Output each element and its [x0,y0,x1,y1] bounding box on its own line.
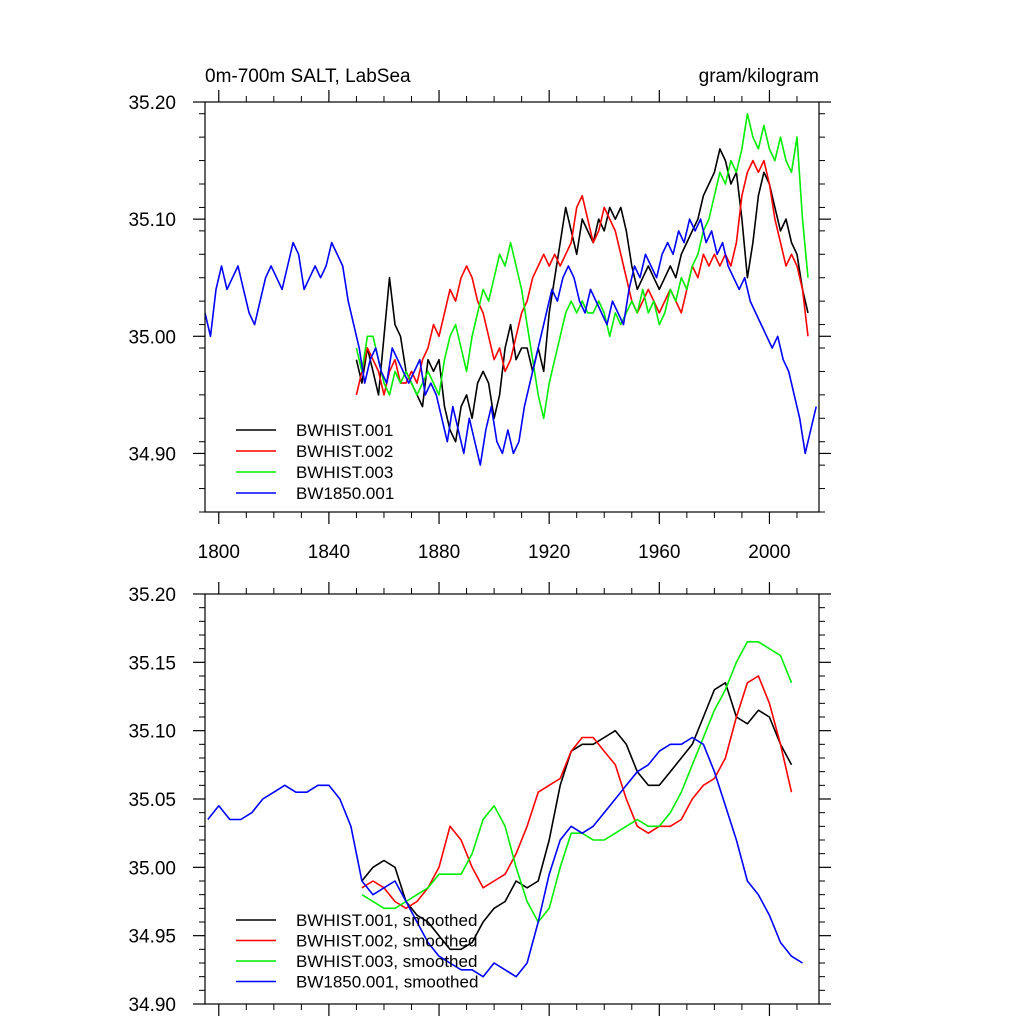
legend-label: BW1850.001 [296,484,394,503]
bottom-panel: 34.90 34.95 35.00 35.05 35.10 35.15 35.20 BWHI… [128,582,831,1016]
bottom-panel-series [207,641,803,978]
series-line-4 [205,218,817,466]
x-tick-label: 1840 [308,542,350,563]
y-tick-label: 34.90 [128,995,176,1016]
series-line-3 [361,641,793,923]
top-panel-units: gram/kilogram [699,66,819,87]
y-tick-label: 35.00 [128,858,176,879]
legend-label: BWHIST.001 [296,421,393,440]
series-line-1 [355,148,809,443]
legend-label: BW1850.001, smoothed [296,973,478,992]
y-tick-label: 35.00 [128,327,176,348]
series-line-4 [207,736,803,978]
y-tick-label: 35.05 [128,790,176,811]
top-panel: 0m-700m SALT, LabSea gram/kilogram 1800 1… [128,66,831,563]
bottom-panel-axes: 34.90 34.95 35.00 35.05 35.10 35.15 35.20 [128,582,831,1016]
y-tick-label: 35.20 [128,585,176,606]
legend-label: BWHIST.001, smoothed [296,911,477,930]
y-tick-label: 34.90 [128,444,176,465]
x-tick-label: 1800 [198,542,240,563]
top-panel-title: 0m-700m SALT, LabSea [205,66,411,87]
x-tick-label: 1920 [528,542,570,563]
series-line-1 [361,682,793,951]
series-line-2 [355,159,809,396]
top-panel-series [205,112,817,466]
y-tick-label: 35.15 [128,653,176,674]
legend-label: BWHIST.003, smoothed [296,952,477,971]
y-tick-label: 35.10 [128,722,176,743]
y-tick-label: 35.20 [128,93,176,114]
top-panel-axes: 1800 1840 1880 1920 1960 2000 34.90 35.00 35.10 3… [128,90,831,563]
plot-frame [204,101,820,513]
top-panel-legend: BWHIST.001 BWHIST.002 BWHIST.003 BW1850.001 [236,421,394,503]
series-line-2 [361,675,793,910]
legend-label: BWHIST.002 [296,442,393,461]
series-line-3 [355,112,809,420]
x-tick-label: 1880 [418,542,460,563]
y-tick-label: 35.10 [128,210,176,231]
y-tick-label: 34.95 [128,927,176,948]
x-tick-label: 2000 [748,542,790,563]
legend-label: BWHIST.002, smoothed [296,932,477,951]
legend-label: BWHIST.003 [296,463,393,482]
bottom-panel-legend: BWHIST.001, smoothed BWHIST.002, smoothed… [236,911,478,992]
x-tick-label: 1960 [638,542,680,563]
